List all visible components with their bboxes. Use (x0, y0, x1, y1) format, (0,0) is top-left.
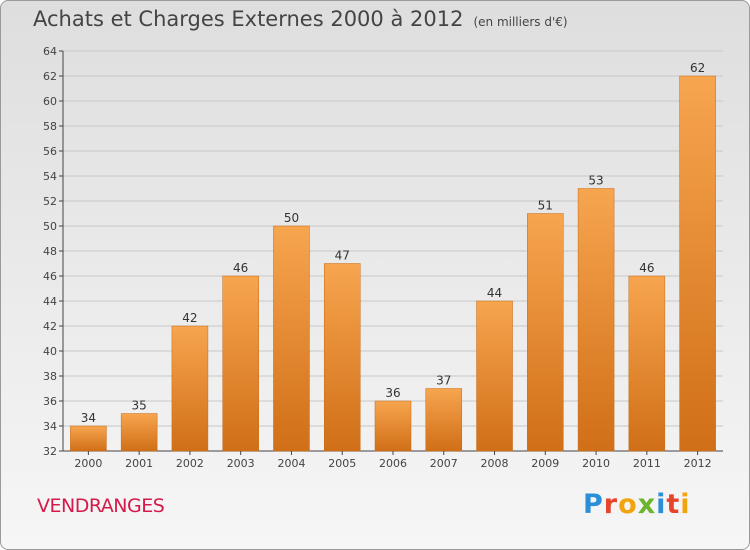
bar-2007 (425, 388, 463, 452)
x-tick-label-2007: 2007 (430, 457, 458, 470)
y-tick-label: 50 (43, 220, 57, 233)
y-tick-label: 34 (43, 420, 57, 433)
data-label-2012: 62 (690, 61, 705, 75)
x-tick-label-2002: 2002 (176, 457, 204, 470)
bar-2012 (679, 75, 716, 452)
bar-2005 (323, 263, 361, 452)
data-label-2000: 34 (81, 411, 96, 425)
x-tick-label-2006: 2006 (379, 457, 407, 470)
proxiti-logo: Proxiti (583, 489, 691, 520)
data-label-2006: 36 (385, 386, 400, 400)
y-tick-label: 56 (43, 145, 57, 158)
x-tick-label-2008: 2008 (481, 457, 509, 470)
x-tick-label-2011: 2011 (633, 457, 661, 470)
bar-2000 (70, 425, 107, 452)
bar-2008 (476, 300, 513, 452)
data-label-2004: 50 (284, 211, 299, 225)
y-tick-label: 58 (43, 120, 57, 133)
y-tick-label: 54 (43, 170, 57, 183)
x-tick-label-2005: 2005 (328, 457, 356, 470)
x-tick-label-2003: 2003 (227, 457, 255, 470)
x-tick-label-2004: 2004 (277, 457, 305, 470)
x-tick-label-2000: 2000 (74, 457, 102, 470)
y-tick-label: 46 (43, 270, 57, 283)
x-tick-label-2012: 2012 (684, 457, 712, 470)
y-tick-label: 52 (43, 195, 57, 208)
bar-2009 (527, 213, 564, 452)
chart-title: Achats et Charges Externes 2000 à 2012 (e… (33, 7, 568, 31)
y-tick-label: 48 (43, 245, 57, 258)
data-label-2009: 51 (538, 199, 553, 213)
y-tick-label: 64 (43, 45, 57, 58)
y-tick-label: 60 (43, 95, 57, 108)
chart-subtitle: (en milliers d'€) (473, 15, 568, 29)
y-tick-label: 62 (43, 70, 57, 83)
data-label-2007: 37 (436, 374, 451, 388)
bar-2010 (577, 188, 615, 452)
bar-2006 (374, 400, 412, 452)
bar-2004 (273, 225, 310, 452)
data-label-2001: 35 (132, 399, 147, 413)
bar-2001 (120, 413, 158, 452)
bars (70, 75, 716, 452)
y-tick-label: 40 (43, 345, 57, 358)
x-tick-label-2001: 2001 (125, 457, 153, 470)
data-label-2008: 44 (487, 286, 502, 300)
y-tick-label: 36 (43, 395, 57, 408)
data-label-2002: 42 (182, 311, 197, 325)
y-tick-label: 32 (43, 445, 57, 458)
x-tick-label-2010: 2010 (582, 457, 610, 470)
data-label-2005: 47 (335, 249, 350, 263)
x-tick-label-2009: 2009 (531, 457, 559, 470)
data-label-2003: 46 (233, 261, 248, 275)
bar-2003 (222, 275, 259, 452)
bar-2002 (171, 325, 209, 452)
y-tick-labels: 32 34 36 38 40 42 44 46 48 50 52 54 56 58 60 62 64 (43, 45, 57, 458)
y-tick-label: 44 (43, 295, 57, 308)
x-tick-labels: 2000 2001 2002 2003 2004 2005 2006 2007 2008 2009… (74, 451, 712, 470)
y-tick-label: 42 (43, 320, 57, 333)
data-label-2010: 53 (588, 174, 603, 188)
chart-title-text: Achats et Charges Externes 2000 à 2012 (33, 7, 464, 31)
city-name: VENDRANGES (37, 495, 165, 517)
bar-2011 (628, 275, 666, 452)
y-tick-label: 38 (43, 370, 57, 383)
data-label-2011: 46 (639, 261, 654, 275)
data-labels: 34 35 42 46 50 47 36 37 44 51 53 46 62 (81, 61, 706, 425)
